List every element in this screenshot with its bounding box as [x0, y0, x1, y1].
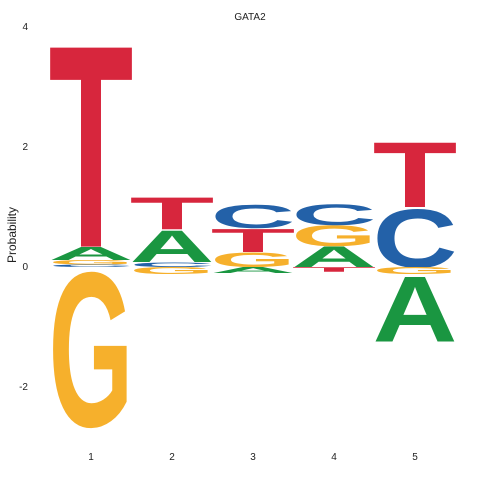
logo-letter-G: G [49, 226, 134, 473]
svg-text:G: G [49, 226, 134, 473]
chart-title: GATA2 [234, 12, 266, 23]
svg-text:T: T [373, 123, 458, 227]
logo-letter-A: A [211, 265, 296, 274]
svg-text:C: C [292, 199, 377, 231]
x-tick-label: 2 [169, 452, 175, 463]
x-tick-label: 3 [250, 452, 256, 463]
y-tick-label: 0 [22, 262, 28, 273]
logo-letter-G: G [130, 265, 215, 276]
y-tick-label: 2 [22, 142, 28, 153]
logo-letter-T: T [292, 266, 377, 273]
x-tick-label: 5 [412, 452, 418, 463]
svg-text:C: C [211, 198, 296, 235]
logo-letter-C: C [292, 199, 377, 231]
svg-text:T: T [292, 266, 377, 273]
y-tick-label: -2 [19, 382, 28, 393]
svg-text:A: A [373, 258, 458, 362]
svg-text:T: T [130, 188, 215, 239]
y-axis-title: Probability [5, 207, 19, 263]
svg-text:A: A [211, 265, 296, 274]
svg-text:G: G [130, 265, 215, 276]
logo-letter-T: T [373, 123, 458, 227]
y-tick-label: 4 [22, 22, 28, 33]
logo-letter-C: C [211, 198, 296, 235]
logo-letter-A: A [373, 258, 458, 362]
y-axis-ticks: -2 0 2 4 [19, 22, 28, 393]
x-tick-label: 4 [331, 452, 337, 463]
logo-letter-T: T [130, 188, 215, 239]
